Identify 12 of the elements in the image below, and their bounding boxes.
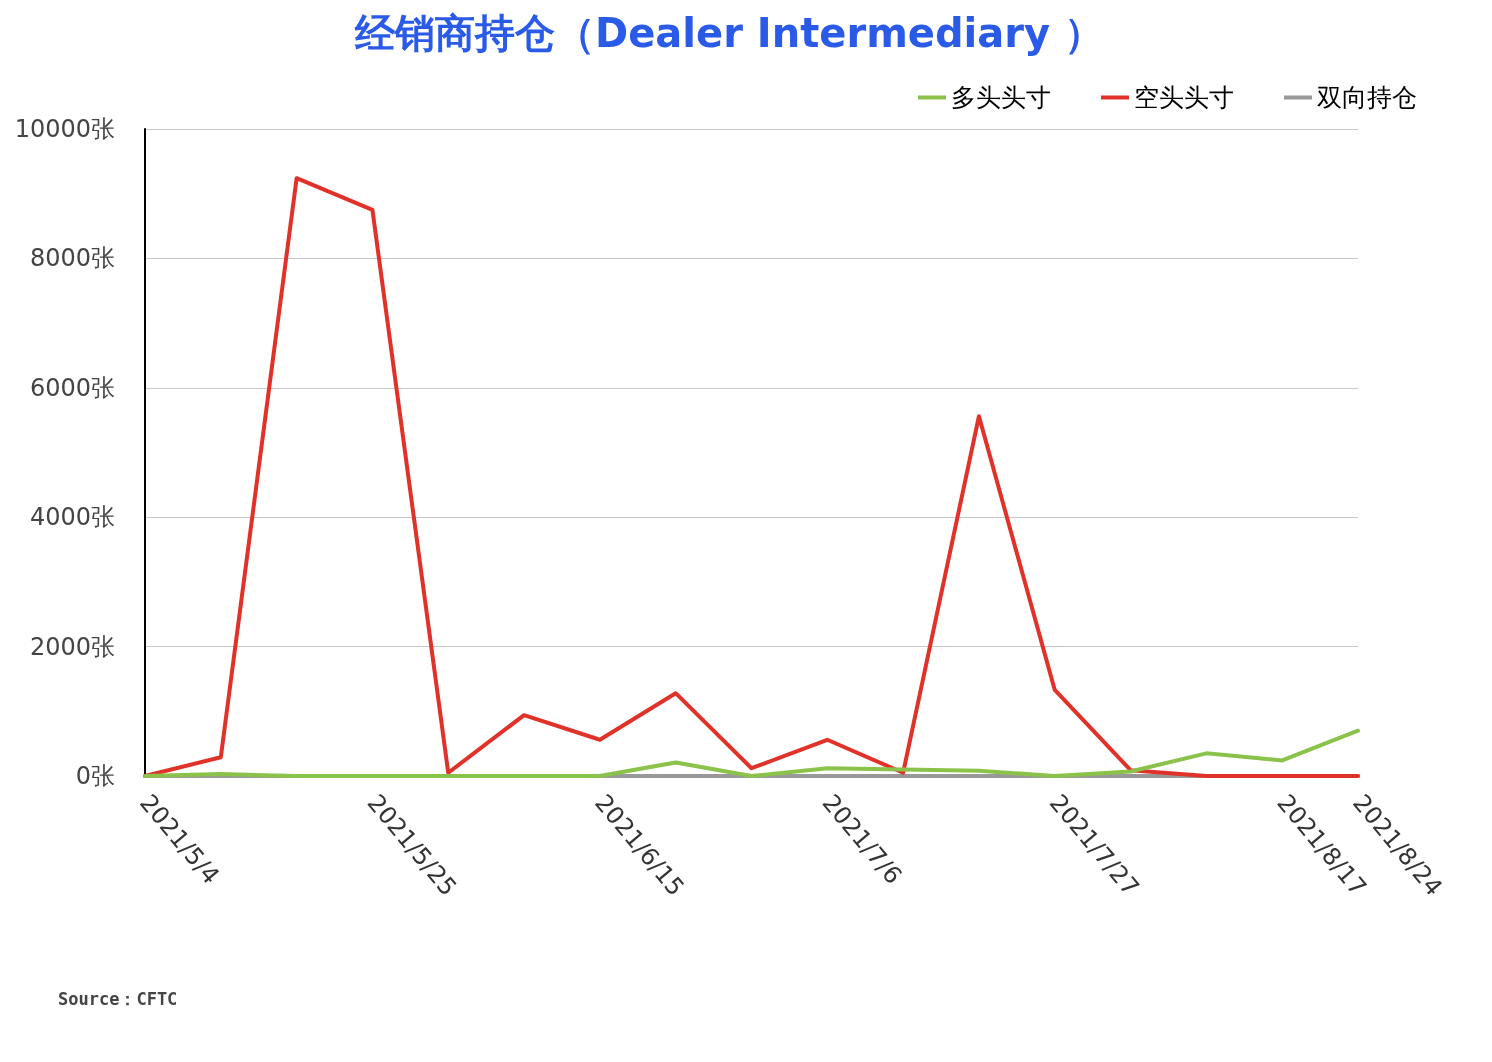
legend-label: 空头头寸 [1134, 83, 1234, 112]
y-tick-label: 0张 [75, 762, 115, 790]
chart-title: 经销商持仓（Dealer Intermediary ） [354, 10, 1105, 56]
y-tick-label: 8000张 [29, 244, 115, 273]
y-tick-label: 4000张 [29, 503, 115, 532]
line-series [143, 728, 1360, 778]
legend-label: 双向持仓 [1317, 83, 1417, 112]
legend-label: 多头头寸 [951, 83, 1051, 112]
y-tick-label: 10000张 [14, 115, 115, 143]
y-tick-label: 2000张 [29, 632, 115, 661]
source-note: Source：CFTC [58, 988, 178, 1009]
y-tick-label: 6000张 [29, 373, 115, 402]
